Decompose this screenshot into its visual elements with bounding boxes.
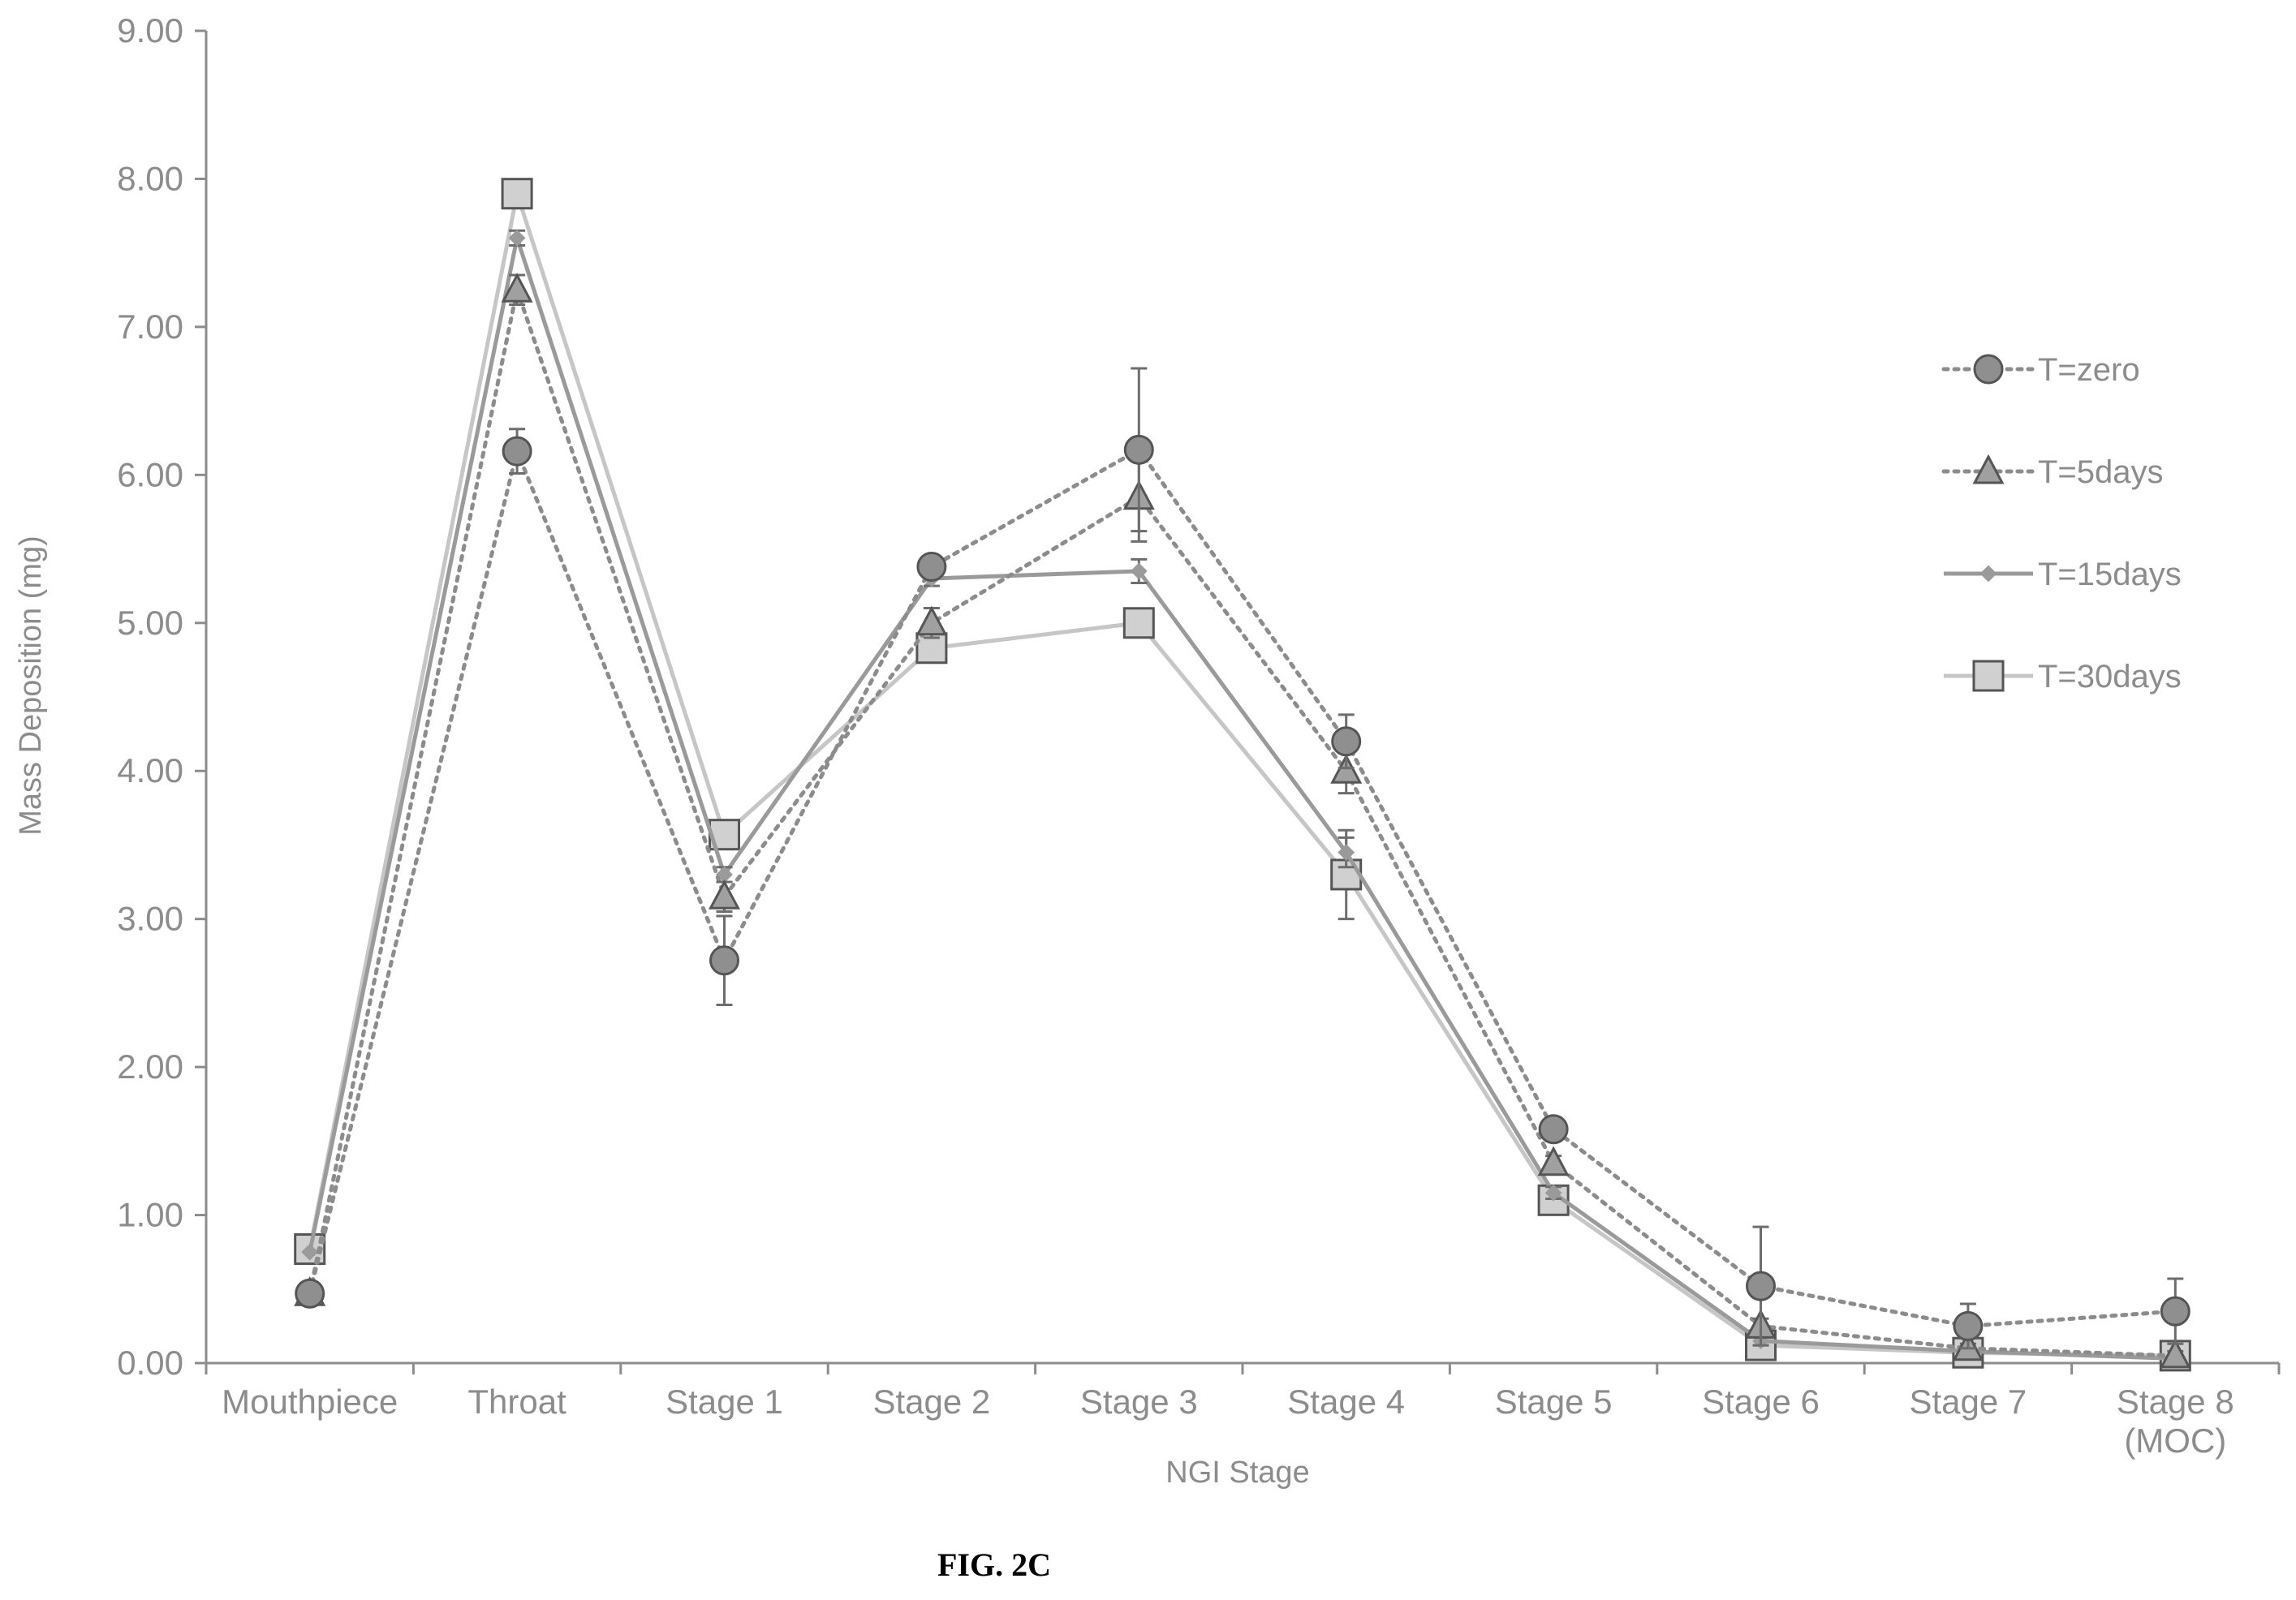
y-tick-label: 0.00 [117, 1344, 183, 1382]
data-point [501, 178, 533, 210]
series-layer [294, 178, 2191, 1372]
data-point [295, 1278, 325, 1309]
y-tick-label: 1.00 [117, 1196, 183, 1234]
series-line [308, 282, 2178, 1358]
legend-item: T=zero [1941, 352, 2140, 388]
data-point [1544, 1184, 1562, 1202]
legend-marker [1972, 660, 2005, 692]
data-point [301, 1243, 319, 1261]
series-T=zero [295, 367, 2190, 1350]
legend-label: T=15days [2038, 557, 2182, 592]
x-tick-label: Stage 1 [666, 1383, 783, 1421]
data-point [1746, 1271, 1776, 1301]
data-point [709, 880, 740, 910]
series-line [308, 230, 2176, 1361]
legend-label: T=zero [2038, 352, 2140, 388]
series-line [308, 445, 2178, 1328]
y-tick-label: 5.00 [117, 604, 183, 642]
legend-label: T=5days [2038, 454, 2164, 490]
y-tick-label: 2.00 [117, 1047, 183, 1086]
data-point [1537, 1146, 1570, 1176]
data-point [1123, 434, 1154, 465]
figure-caption: FIG. 2C [937, 1546, 1051, 1583]
legend-marker [1973, 354, 2004, 385]
data-point [2159, 1338, 2191, 1369]
legend: T=zero T=5days T=15days T=30days [1941, 352, 2182, 695]
x-tick-label: Stage 6 [1702, 1383, 1820, 1421]
x-tick-label: Stage 5 [1495, 1383, 1613, 1421]
x-tick-label: Stage 2 [873, 1383, 991, 1421]
x-tick-label: Stage 7 [1910, 1383, 2027, 1421]
data-point [1331, 726, 1362, 757]
legend-marker [1972, 454, 2005, 484]
legend-item: T=30days [1944, 659, 2182, 695]
data-point [501, 273, 533, 303]
x-axis-title: NGI Stage [1165, 1456, 1309, 1490]
data-point [1538, 1114, 1569, 1145]
x-tick-label: Stage 3 [1080, 1383, 1198, 1421]
data-point [915, 605, 948, 636]
data-point [2160, 1296, 2190, 1327]
series-T=30days [294, 178, 2191, 1372]
x-tick-label: Mouthpiece [222, 1383, 398, 1421]
axes: 0.00 1.00 2.00 3.00 4.00 5.00 6.00 7.00 8.00 9.00… [117, 11, 2281, 1460]
data-point [1122, 607, 1155, 639]
y-tick-label: 9.00 [117, 11, 183, 49]
data-point [1338, 844, 1355, 861]
data-point [502, 436, 532, 467]
y-tick-label: 3.00 [117, 900, 183, 938]
data-point [916, 551, 947, 582]
data-point [709, 945, 739, 976]
legend-item: T=15days [1944, 557, 2182, 592]
legend-label: T=30days [2038, 659, 2182, 695]
data-point [1953, 1310, 1984, 1341]
y-tick-label: 7.00 [117, 308, 183, 346]
legend-item: T=5days [1941, 454, 2164, 490]
data-point [1330, 754, 1363, 784]
y-tick-label: 8.00 [117, 159, 183, 197]
y-tick-label: 4.00 [117, 751, 183, 789]
x-tick-label: Throat [467, 1383, 566, 1421]
series-line [308, 185, 2176, 1358]
x-tick-label: Stage 4 [1287, 1383, 1405, 1421]
y-tick-label: 6.00 [117, 455, 183, 493]
x-tick-label: Stage 8 (MOC) [2117, 1383, 2234, 1460]
data-point [508, 230, 526, 247]
legend-marker [1979, 565, 1997, 583]
series-T=5days [294, 273, 2191, 1369]
data-point [1130, 562, 1148, 580]
y-axis-title: Mass Deposition (mg) [14, 535, 48, 836]
